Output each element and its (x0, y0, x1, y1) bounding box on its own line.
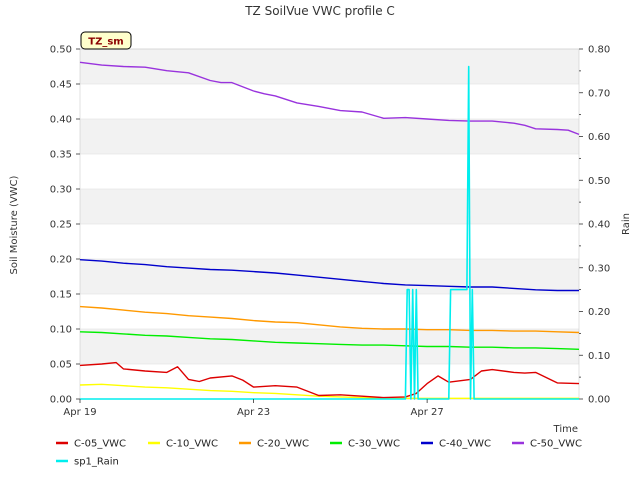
series-line-c-20-vwc (79, 305, 580, 334)
legend-item: C-30_VWC (330, 439, 400, 450)
legend-item: sp1_Rain (56, 457, 119, 468)
badge: TZ_sm (80, 31, 132, 50)
axes: 0.00 0.05 0.10 0.15 0.20 0.25 0.30 0.35 0.40 0.45… (50, 45, 611, 419)
y2-tick-label: 0.00 (588, 395, 610, 406)
series-line-sp1-rain (80, 65, 579, 400)
legend-label: C-20_VWC (257, 439, 309, 450)
y2-tick-label: 0.80 (588, 45, 610, 56)
grid-band (80, 49, 579, 84)
x-tick-label: Apr 27 (411, 407, 444, 418)
plot-bands (80, 49, 579, 364)
legend-item: C-40_VWC (421, 439, 491, 450)
series-line-c-05-vwc (79, 361, 580, 399)
series-line-c-30-vwc (79, 331, 580, 350)
y-tick-label: 0.25 (50, 220, 72, 231)
legend-item: C-05_VWC (56, 439, 126, 450)
y-axis-title: Soil Moisture (VWC) (9, 175, 20, 274)
y2-tick-label: 0.30 (588, 263, 610, 274)
legend-label: C-40_VWC (439, 439, 491, 450)
legend-label: C-05_VWC (74, 439, 126, 450)
y-tick-label: 0.05 (50, 360, 72, 371)
grid-band (80, 259, 579, 294)
y2-tick-label: 0.10 (588, 351, 610, 362)
y-tick-label: 0.15 (50, 290, 72, 301)
y-tick-label: 0.20 (50, 255, 72, 266)
chart-title: TZ SoilVue VWC profile C (244, 4, 395, 18)
y-tick-label: 0.10 (50, 325, 72, 336)
y2-tick-label: 0.50 (588, 176, 610, 187)
grid-band (80, 119, 579, 154)
legend-label: C-10_VWC (166, 439, 218, 450)
y-tick-label: 0.00 (50, 395, 72, 406)
series-line-c-10-vwc (79, 383, 579, 399)
y-tick-label: 0.30 (50, 185, 72, 196)
legend: C-05_VWC C-10_VWC C-20_VWC C-30_VWC C-40_VWC… (56, 439, 582, 468)
badge-label: TZ_sm (88, 37, 123, 48)
legend-label: C-50_VWC (530, 439, 582, 450)
badge-box (80, 31, 132, 50)
y2-tick-label: 0.20 (588, 307, 610, 318)
y-tick-label: 0.40 (50, 115, 72, 126)
y-tick-label: 0.50 (50, 45, 72, 56)
grid-band (80, 329, 579, 364)
y2-tick-label: 0.60 (588, 132, 610, 143)
x-axis-title: Time (553, 424, 578, 435)
x-tick-label: Apr 23 (237, 407, 270, 418)
legend-item: C-20_VWC (239, 439, 309, 450)
y2-tick-label: 0.70 (588, 88, 610, 99)
legend-label: sp1_Rain (74, 457, 119, 468)
series-lines (79, 61, 580, 400)
legend-item: C-10_VWC (148, 439, 218, 450)
y2-axis-title: Rain (621, 213, 632, 235)
y-tick-label: 0.45 (50, 80, 72, 91)
y2-tick-label: 0.40 (588, 220, 610, 231)
legend-label: C-30_VWC (348, 439, 400, 450)
series-line-c-40-vwc (79, 259, 579, 292)
legend-item: C-50_VWC (512, 439, 582, 450)
grid-band (80, 189, 579, 224)
x-tick-label: Apr 19 (63, 407, 96, 418)
series-line-c-50-vwc (79, 61, 580, 136)
y-tick-label: 0.35 (50, 150, 72, 161)
